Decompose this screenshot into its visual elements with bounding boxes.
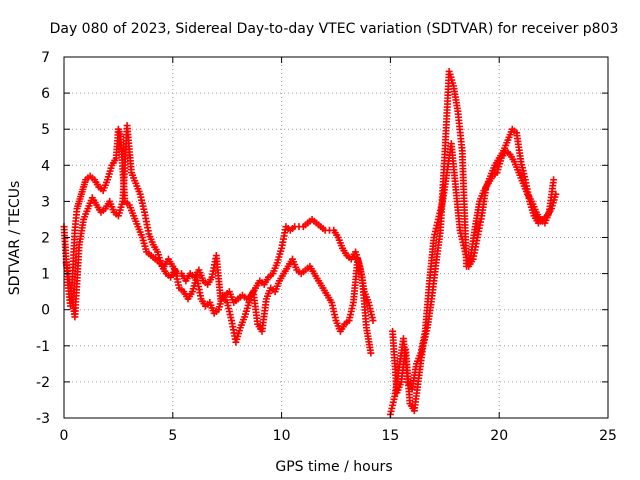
y-tick-label: 3 — [41, 194, 50, 210]
data-point-marker — [369, 317, 377, 325]
x-tick-label: 25 — [599, 428, 617, 444]
series-2 — [62, 67, 558, 415]
data-point-marker — [550, 176, 558, 184]
chart-title: Day 080 of 2023, Sidereal Day-to-day VTE… — [50, 21, 619, 37]
y-tick-label: 7 — [41, 50, 50, 66]
y-tick-label: 6 — [41, 86, 50, 102]
y-tick-label: -2 — [36, 375, 50, 391]
y-tick-label: 5 — [41, 122, 50, 138]
x-tick-label: 20 — [490, 428, 508, 444]
y-tick-label: 0 — [41, 303, 50, 319]
y-tick-label: 4 — [41, 158, 50, 174]
x-tick-label: 0 — [60, 428, 69, 444]
x-tick-label: 15 — [381, 428, 399, 444]
y-tick-label: 2 — [41, 231, 50, 247]
chart-axis-ticks: 0 5 10 15 20 25 -3 -2 -1 0 1 2 3 4 5 6 7 — [36, 50, 617, 444]
y-tick-label: 1 — [41, 267, 50, 283]
data-point-marker — [367, 349, 375, 357]
y-tick-label: -3 — [36, 411, 50, 427]
y-axis-label: SDTVAR / TECUs — [7, 181, 23, 296]
chart-data-marks — [60, 67, 560, 418]
x-axis-label: GPS time / hours — [275, 459, 392, 475]
x-tick-label: 10 — [273, 428, 291, 444]
y-tick-label: -1 — [36, 339, 50, 355]
x-tick-label: 5 — [168, 428, 177, 444]
